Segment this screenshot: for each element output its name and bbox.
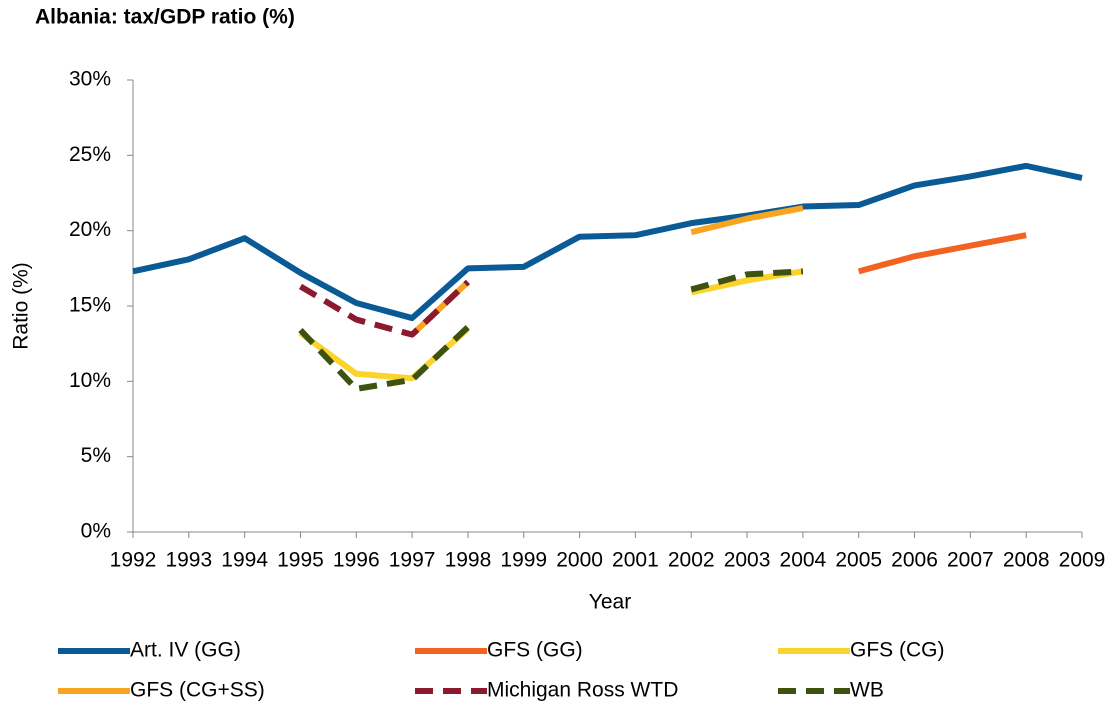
x-tick-label: 2005 xyxy=(835,549,882,572)
y-tick-label: 20% xyxy=(69,218,111,241)
legend-label: GFS (CG+SS) xyxy=(130,679,265,702)
x-tick-label: 1994 xyxy=(221,549,268,572)
series-line xyxy=(298,268,804,392)
series-line xyxy=(298,279,471,338)
x-tick-label: 2004 xyxy=(780,549,827,572)
series-line xyxy=(132,162,1083,322)
legend-label: WB xyxy=(850,679,884,702)
x-axis-title: Year xyxy=(589,591,631,614)
x-tick-label: 2003 xyxy=(724,549,771,572)
x-tick-label: 1996 xyxy=(333,549,380,572)
x-tick-label: 2007 xyxy=(947,549,994,572)
legend-label: Michigan Ross WTD xyxy=(487,679,678,702)
chart-title: Albania: tax/GDP ratio (%) xyxy=(35,6,295,29)
x-tick-label: 1997 xyxy=(389,549,436,572)
x-tick-label: 1998 xyxy=(445,549,492,572)
x-tick-label: 1995 xyxy=(277,549,324,572)
y-tick-label: 25% xyxy=(69,143,111,166)
series-line xyxy=(410,205,804,337)
x-tick-label: 1992 xyxy=(110,549,157,572)
x-tick-label: 2009 xyxy=(1059,549,1106,572)
x-tick-label: 2006 xyxy=(891,549,938,572)
legend-label: Art. IV (GG) xyxy=(130,639,241,662)
x-tick-label: 2000 xyxy=(556,549,603,572)
legend-label: GFS (GG) xyxy=(487,639,583,662)
y-tick-label: 10% xyxy=(69,369,111,392)
y-axis-title: Ratio (%) xyxy=(10,262,33,350)
x-tick-label: 2001 xyxy=(612,549,659,572)
y-tick-label: 30% xyxy=(69,68,111,91)
series-line xyxy=(857,232,1027,275)
legend-label: GFS (CG) xyxy=(850,639,945,662)
y-tick-label: 15% xyxy=(69,294,111,317)
x-tick-label: 2002 xyxy=(668,549,715,572)
x-tick-label: 1999 xyxy=(500,549,547,572)
x-tick-label: 2008 xyxy=(1003,549,1050,572)
y-tick-label: 5% xyxy=(81,444,111,467)
y-tick-label: 0% xyxy=(81,520,111,543)
x-tick-label: 1993 xyxy=(165,549,212,572)
